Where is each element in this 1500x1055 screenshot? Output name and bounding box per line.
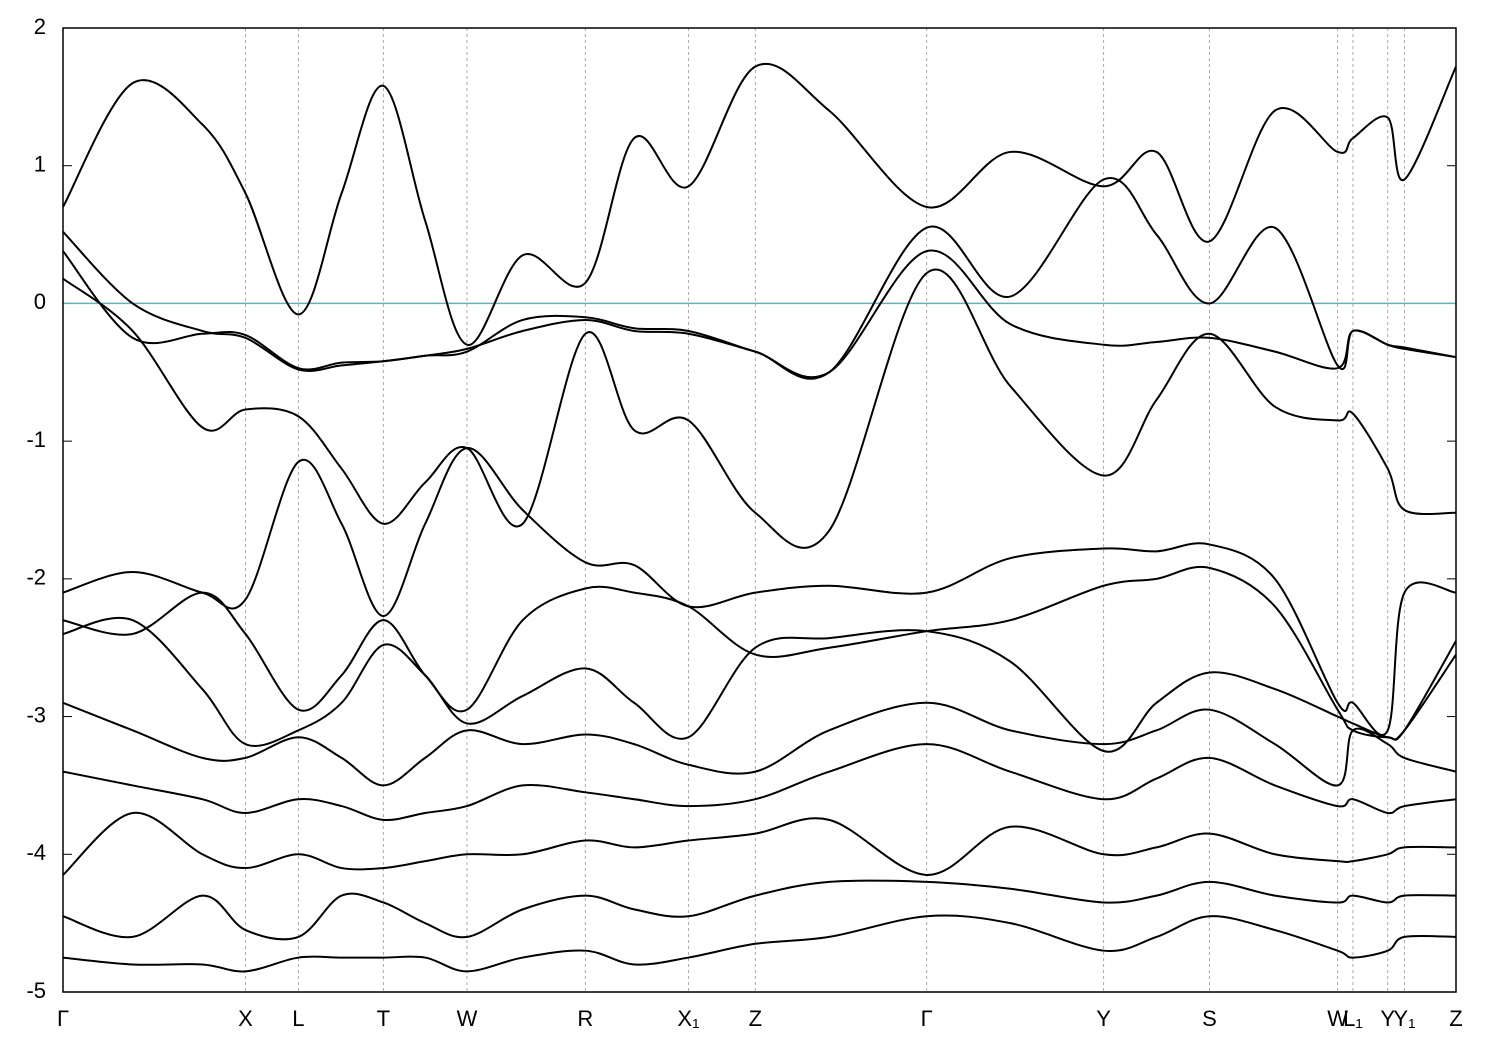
x-tick-label: Y₁ (1393, 1006, 1415, 1031)
y-tick-label: 1 (34, 152, 46, 177)
band-line (63, 811, 1456, 876)
x-tick-label: Y (1096, 1006, 1111, 1031)
band-line (63, 914, 1456, 973)
plot-frame (62, 27, 1457, 993)
x-tick-label: Z (749, 1006, 762, 1031)
x-tick-label: L (292, 1006, 304, 1031)
band-line (63, 701, 1456, 787)
x-tick-label: W (457, 1006, 478, 1031)
bands (63, 62, 1456, 973)
band-line (63, 616, 1456, 753)
band-line (63, 62, 1456, 346)
x-tick-label: Γ (921, 1006, 933, 1031)
band-line (63, 879, 1456, 941)
x-tick-label: R (577, 1006, 593, 1031)
x-tick-label: Y (1380, 1006, 1395, 1031)
grid (62, 27, 1457, 993)
y-tick-label: -5 (26, 978, 46, 1003)
y-tick-label: 2 (34, 14, 46, 39)
band-line (63, 743, 1456, 821)
y-tick-label: -3 (26, 702, 46, 727)
x-tick-label: X₁ (677, 1006, 699, 1031)
x-tick-label: S (1202, 1006, 1217, 1031)
x-tick-label: W (1327, 1006, 1348, 1031)
x-tick-label: T (377, 1006, 390, 1031)
y-tick-label: -4 (26, 840, 46, 865)
labels: 210-1-2-3-4-5Γ X L T W R X₁ Z Γ Y S WL₁ YY₁ Z (26, 14, 1462, 1031)
band-line (63, 565, 1456, 741)
x-tick-label: Γ (57, 1006, 69, 1031)
y-tick-label: -2 (26, 565, 46, 590)
x-tick-label: L₁ (1343, 1006, 1363, 1031)
band-line (63, 447, 1456, 736)
x-tick-label: X (238, 1006, 253, 1031)
band-line (63, 268, 1456, 549)
y-tick-label: 0 (34, 289, 46, 314)
x-tick-label: Z (1449, 1006, 1462, 1031)
band-line (63, 176, 1456, 380)
y-tick-label: -1 (26, 427, 46, 452)
band-line (63, 249, 1456, 379)
